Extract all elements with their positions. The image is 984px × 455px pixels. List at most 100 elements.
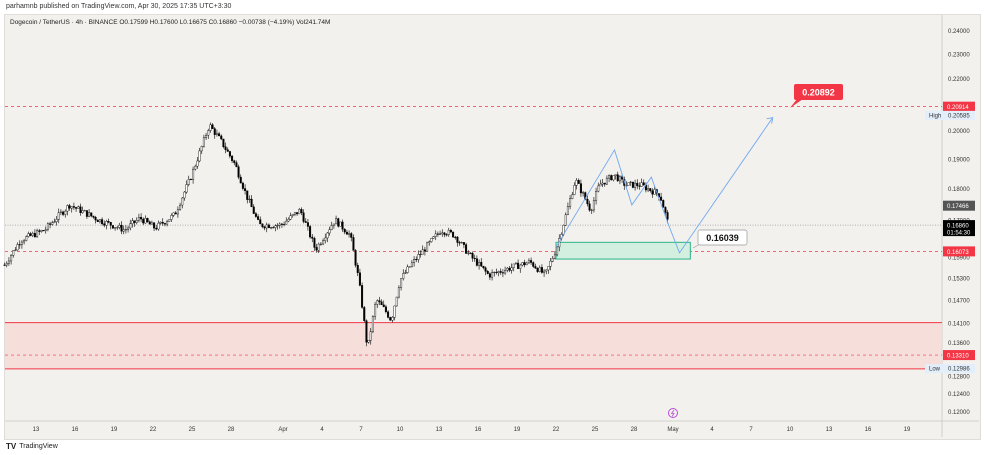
candle <box>20 241 23 245</box>
candle <box>371 316 374 332</box>
candle <box>387 311 390 318</box>
candle <box>215 133 218 135</box>
candle <box>309 226 312 238</box>
arrow-head-icon <box>766 117 774 124</box>
candle <box>400 278 403 288</box>
candle <box>341 221 344 230</box>
y-tick-label: 0.18000 <box>948 187 970 193</box>
candle <box>174 212 177 215</box>
candle <box>70 206 73 209</box>
candle <box>662 200 665 208</box>
candle <box>189 179 192 181</box>
candle <box>597 185 600 192</box>
candle <box>293 212 296 215</box>
candle <box>148 221 151 225</box>
candle <box>14 249 17 251</box>
candle <box>270 227 273 229</box>
footer: TV TradingView <box>6 442 58 451</box>
candle <box>467 252 470 254</box>
candle <box>653 189 656 195</box>
x-tick-label: Apr <box>278 427 287 433</box>
candle <box>610 175 613 181</box>
candle <box>46 223 49 230</box>
candle <box>629 181 632 183</box>
candle <box>254 213 257 217</box>
event-flash-icon <box>668 408 678 418</box>
callout-0-16039: 0.16039 <box>692 229 748 249</box>
candle <box>155 227 158 230</box>
candle <box>473 257 476 259</box>
candle <box>92 215 95 218</box>
candle <box>267 224 270 229</box>
candle <box>75 207 78 209</box>
candle <box>636 182 639 187</box>
candle <box>504 270 507 274</box>
candle <box>612 175 615 181</box>
candle <box>382 304 385 307</box>
high-label: High <box>929 113 941 119</box>
candle <box>569 198 572 207</box>
candle <box>289 215 292 220</box>
candle <box>161 221 164 224</box>
candle <box>447 230 450 235</box>
candle <box>506 267 509 271</box>
candle <box>25 236 28 241</box>
candle <box>517 262 520 269</box>
candle <box>423 249 426 252</box>
candle <box>57 212 60 220</box>
candle <box>354 250 357 266</box>
candle <box>23 240 26 243</box>
candle <box>616 174 619 182</box>
x-tick-label: 7 <box>749 427 753 433</box>
candle <box>497 271 500 273</box>
candle <box>187 179 190 185</box>
candle <box>603 182 606 185</box>
candle <box>426 242 429 252</box>
candle <box>380 301 383 306</box>
candle <box>553 254 556 259</box>
candle <box>142 218 145 224</box>
candle <box>44 229 47 231</box>
candle <box>642 182 645 186</box>
candle <box>259 219 262 225</box>
candle <box>365 320 368 343</box>
candle <box>590 209 593 211</box>
candle <box>582 192 585 194</box>
candle <box>326 232 329 239</box>
level-tag: 0.16073 <box>943 246 975 257</box>
candle <box>540 267 543 273</box>
candle <box>434 233 437 237</box>
candle <box>330 225 333 230</box>
candle <box>430 238 433 242</box>
current-price-tag-text: 0.16860 <box>947 224 969 230</box>
candle <box>153 222 156 229</box>
candle <box>322 240 325 245</box>
candle <box>64 210 67 215</box>
candle <box>42 230 45 232</box>
candle <box>428 241 431 244</box>
candle <box>478 261 481 266</box>
x-tick-label: 19 <box>514 427 521 433</box>
candle <box>454 236 457 238</box>
candle <box>103 223 106 226</box>
candle <box>285 220 288 225</box>
candle <box>3 264 6 266</box>
y-tick-label: 0.14100 <box>948 321 970 327</box>
candle <box>181 197 184 206</box>
candle <box>384 306 387 313</box>
candle <box>458 242 461 244</box>
x-tick-label: 16 <box>865 427 872 433</box>
candle <box>300 209 303 213</box>
candle <box>36 230 39 238</box>
y-tick-label: 0.15900 <box>948 255 970 261</box>
candle <box>135 219 138 223</box>
candle <box>530 260 533 263</box>
candle <box>406 266 409 273</box>
candle <box>391 317 394 321</box>
candle <box>419 254 422 256</box>
candle <box>319 243 322 245</box>
candle <box>179 204 182 210</box>
candle <box>493 271 496 273</box>
candle <box>298 209 301 215</box>
